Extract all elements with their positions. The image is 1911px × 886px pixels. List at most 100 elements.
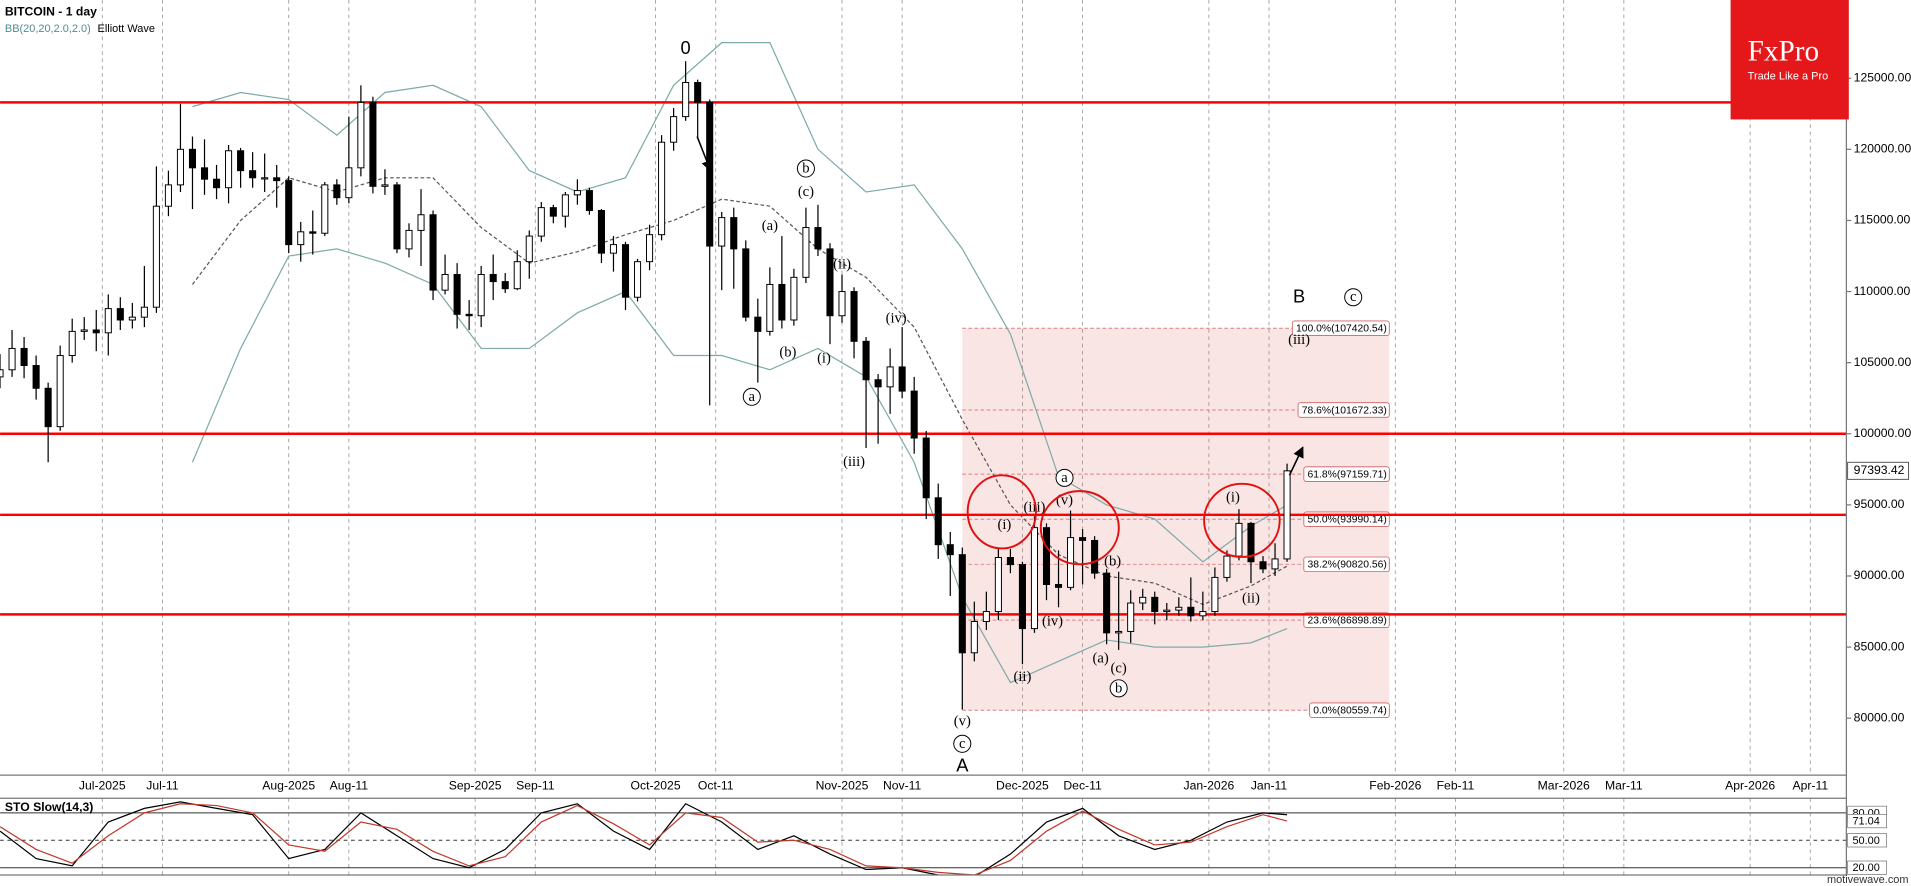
y-tick-label: 100000.00 [1854, 426, 1911, 440]
wave-label: (i) [997, 517, 1011, 533]
logo-box [1730, 0, 1849, 120]
candle-body [1018, 564, 1026, 630]
wave-circle [953, 734, 972, 753]
candle-body [405, 229, 413, 250]
highlight-ellipse [966, 474, 1037, 550]
candle-body [1283, 470, 1291, 560]
x-tick-label: Mar-11 [1605, 778, 1643, 792]
candle-body [213, 178, 221, 189]
candle-body [32, 365, 40, 389]
candle-body [128, 316, 136, 321]
wave-label: (iv) [886, 311, 907, 327]
candle-body [670, 116, 678, 143]
y-tick-label: 115000.00 [1854, 213, 1911, 227]
wave-label: (ii) [1014, 669, 1032, 685]
candle-body [297, 231, 305, 246]
candle-body [333, 184, 341, 199]
y-tick-label: 85000.00 [1854, 639, 1905, 653]
x-tick-label: Oct-11 [698, 778, 734, 792]
fib-label-box [1303, 556, 1390, 573]
candle-body [970, 621, 978, 654]
sto-tick-label: 50.00 [1852, 835, 1879, 847]
highlight-ellipse [1203, 482, 1281, 558]
candle-body [633, 261, 642, 298]
candle-body [1211, 576, 1219, 613]
candle-body [176, 148, 184, 186]
wave-label: (a) [1093, 650, 1109, 666]
candle-body [8, 347, 16, 371]
current-price-box [1847, 461, 1910, 480]
candle-body [982, 611, 990, 622]
wave-label: A [956, 754, 969, 775]
sto-panel [0, 798, 1847, 876]
candle-body [1151, 596, 1159, 613]
wave-label: B [1293, 286, 1305, 307]
candle-body [1042, 527, 1051, 586]
candle-body [477, 273, 485, 317]
candle-body [237, 150, 245, 172]
candle-body [1127, 602, 1135, 632]
y-tick-label: 90000.00 [1854, 568, 1905, 582]
candle-body [44, 387, 52, 428]
candle-body [453, 273, 461, 315]
current-price-label: 97393.42 [1854, 463, 1905, 477]
logo-name: FxPro [1748, 35, 1820, 67]
indicator-label: Elliott Wave [98, 23, 155, 35]
candle-body [285, 180, 293, 246]
candle-body [766, 283, 774, 332]
candle-body [874, 379, 882, 388]
candle-body [116, 308, 124, 321]
x-tick-label: Nov-2025 [816, 778, 869, 792]
x-tick-label: Apr-11 [1792, 778, 1828, 792]
candle-body [946, 544, 954, 556]
candle-body [1079, 537, 1087, 541]
candle-body [585, 190, 593, 211]
wave-label: c [1350, 289, 1357, 305]
fib-label: 61.8%(97159.71) [1307, 470, 1386, 481]
candle-body [357, 101, 365, 169]
candle-body [429, 214, 437, 291]
candle-body [742, 248, 750, 318]
candle-body [561, 194, 569, 217]
wave-label: (iii) [1024, 500, 1046, 516]
candle-body [1054, 584, 1063, 588]
y-tick-label: 110000.00 [1854, 284, 1911, 298]
x-tick-label: Jul-11 [146, 778, 178, 792]
candle-body [513, 261, 521, 290]
watermark: motivewave.com [1827, 874, 1909, 886]
x-tick-label: Aug-11 [330, 778, 369, 792]
arrow [1288, 446, 1304, 476]
candle-body [1139, 596, 1147, 604]
logo-tagline: Trade Like a Pro [1748, 71, 1829, 83]
candle-body [826, 248, 834, 317]
candle-body [1247, 522, 1255, 563]
candle-body [597, 209, 605, 254]
candle-body [910, 390, 918, 439]
candle-body [706, 101, 714, 247]
wave-circle [1055, 468, 1074, 487]
wave-label: c [959, 736, 966, 752]
x-tick-label: Feb-2026 [1369, 778, 1421, 792]
candle-body [682, 81, 690, 118]
y-tick-label: 105000.00 [1854, 355, 1911, 369]
candle-body [994, 557, 1002, 613]
price-panel: 100.0%(107420.54) 78.6%(101672.33) 61.8%(9… [0, 0, 1847, 776]
candle-body [501, 281, 509, 290]
fib-label-box [1291, 320, 1390, 336]
x-tick-label: Sep-2025 [449, 778, 502, 792]
candle-body [790, 276, 798, 321]
candle-body [80, 329, 88, 332]
candle-body [1199, 611, 1207, 617]
y-tick-label: 120000.00 [1854, 142, 1911, 156]
sto-tick-box [1847, 860, 1887, 875]
candle-body [1030, 527, 1039, 630]
fib-label: 23.6%(86898.89) [1307, 615, 1386, 626]
wave-label: (iii) [843, 454, 865, 470]
candle-body [838, 291, 846, 317]
wave-label: (v) [954, 714, 971, 730]
candle-body [1163, 609, 1171, 613]
candle-body [261, 177, 269, 180]
logo: FxPro Trade Like a Pro [1730, 0, 1849, 120]
candle-body [309, 231, 317, 234]
